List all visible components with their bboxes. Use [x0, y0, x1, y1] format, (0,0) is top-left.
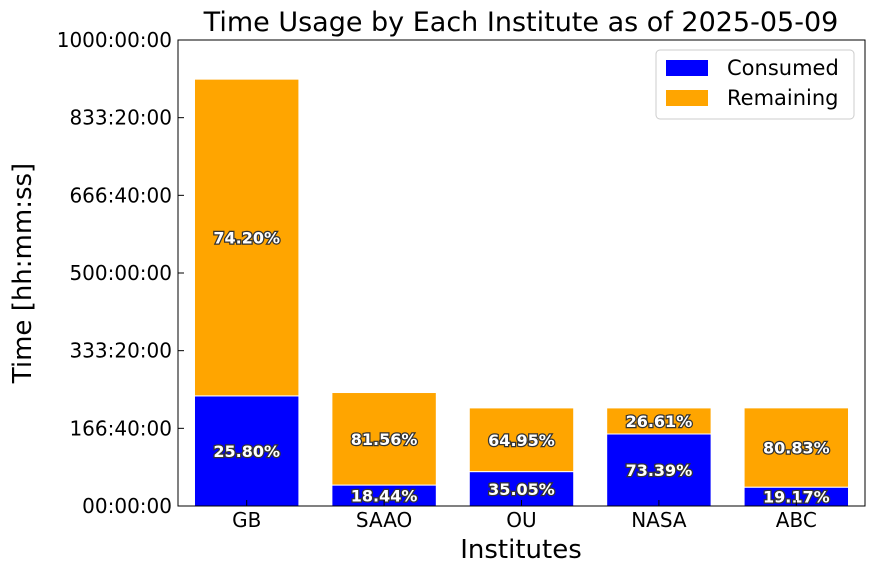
y-tick-label-5: 833:20:00 [69, 106, 172, 130]
bar-label-remaining-ou: 64.95% [488, 431, 555, 450]
x-axis-title: Institutes [460, 535, 582, 565]
bar-remaining-nasa [606, 407, 712, 435]
y-tick-label-4: 666:40:00 [69, 183, 172, 207]
bar-consumed-gb [193, 395, 300, 507]
y-axis: 00:00:00 166:40:00 333:20:00 500:00:00 666:4… [57, 28, 184, 518]
bar-label-remaining-gb: 74.20% [213, 229, 280, 248]
y-tick-label-2: 333:20:00 [69, 339, 172, 363]
bar-label-remaining-nasa: 26.61% [626, 412, 693, 431]
y-tick-label-1: 166:40:00 [69, 416, 172, 440]
y-tick-label-3: 500:00:00 [69, 261, 172, 285]
y-tick-label-6: 1000:00:00 [57, 28, 172, 52]
y-tick-label-0: 00:00:00 [82, 494, 172, 518]
bars-layer [193, 78, 850, 507]
x-tick-label-saao: SAAO [356, 508, 412, 532]
x-axis: GB SAAO OU NASA ABC [232, 500, 817, 532]
legend-label-remaining: Remaining [727, 86, 839, 110]
x-tick-label-gb: GB [232, 508, 261, 532]
x-tick-label-nasa: NASA [631, 508, 687, 532]
bar-remaining-abc [743, 407, 850, 488]
bar-labels-layer: 25.80% 18.44% 35.05% 73.39% 19.17% 74.20% 81.5… [212, 227, 831, 508]
legend-label-consumed: Consumed [727, 56, 839, 80]
bar-remaining-ou [468, 407, 575, 473]
bar-consumed-nasa [606, 433, 712, 507]
bar-label-remaining-saao: 81.56% [351, 430, 418, 449]
bar-label-consumed-saao: 18.44% [351, 487, 418, 506]
bar-remaining-saao [331, 392, 437, 486]
bar-remaining-gb [193, 78, 300, 397]
bar-label-remaining-abc: 80.83% [763, 439, 830, 458]
bar-label-consumed-nasa: 73.39% [626, 461, 693, 480]
legend-swatch-consumed [666, 60, 708, 76]
bar-label-consumed-gb: 25.80% [213, 442, 280, 461]
chart-title: Time Usage by Each Institute as of 2025-… [203, 7, 839, 38]
x-tick-label-ou: OU [506, 508, 536, 532]
x-tick-label-abc: ABC [776, 508, 817, 532]
bar-label-consumed-abc: 19.17% [763, 488, 830, 507]
legend: Consumed Remaining [655, 49, 855, 120]
legend-swatch-remaining [666, 90, 708, 106]
y-axis-title: Time [hh:mm:ss] [8, 163, 38, 384]
bar-label-consumed-ou: 35.05% [488, 480, 555, 499]
